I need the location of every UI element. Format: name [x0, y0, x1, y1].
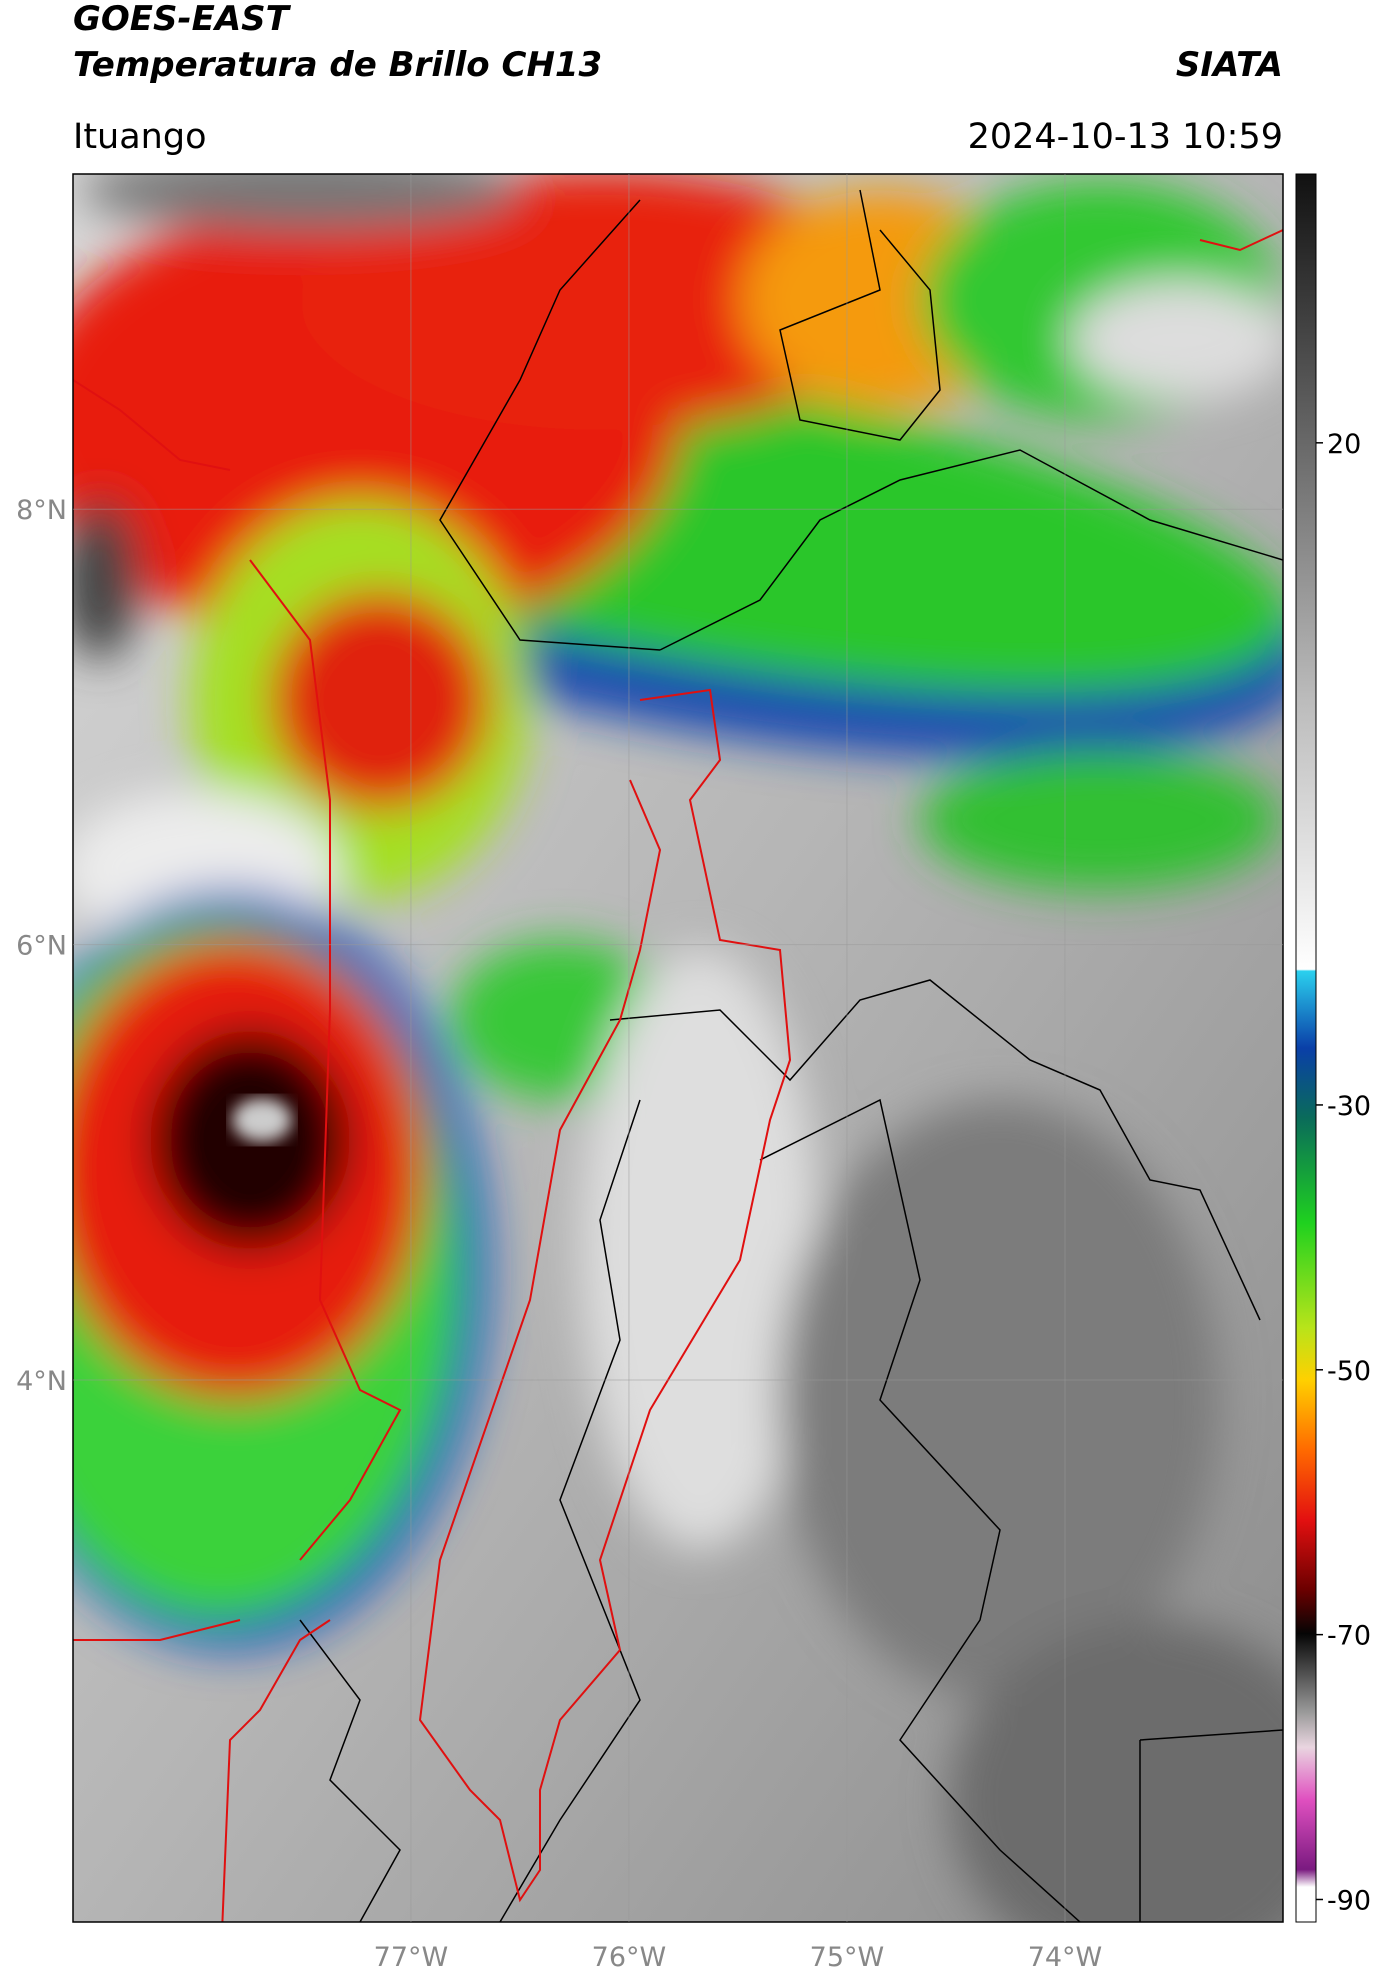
region: Ituango [73, 117, 207, 157]
lon-tick-label: 77°W [374, 1942, 449, 1973]
colorbar-tick-label: -70 [1327, 1621, 1371, 1652]
title: GOES-EAST [73, 0, 292, 39]
lat-tick-label: 4°N [16, 1366, 67, 1397]
lon-tick-label: 75°W [810, 1942, 885, 1973]
lat-tick-label: 6°N [16, 931, 67, 962]
colorbar-tick-label: 20 [1327, 429, 1361, 460]
org: SIATA [1176, 45, 1283, 85]
lon-tick-label: 76°W [592, 1942, 667, 1973]
lon-tick-label: 74°W [1028, 1942, 1103, 1973]
satellite-image [73, 174, 1283, 1922]
title: Temperatura de Brillo CH13 [73, 45, 602, 85]
colorbar-tick-label: -50 [1327, 1356, 1371, 1387]
colorbar-tick-label: -30 [1327, 1091, 1371, 1122]
datetime: 2024-10-13 10:59 [968, 117, 1283, 157]
colorbar-tick-label: -90 [1327, 1885, 1371, 1916]
map-frame [72, 173, 1284, 1923]
lat-tick-label: 8°N [16, 495, 67, 526]
colorbar [1295, 173, 1317, 1923]
